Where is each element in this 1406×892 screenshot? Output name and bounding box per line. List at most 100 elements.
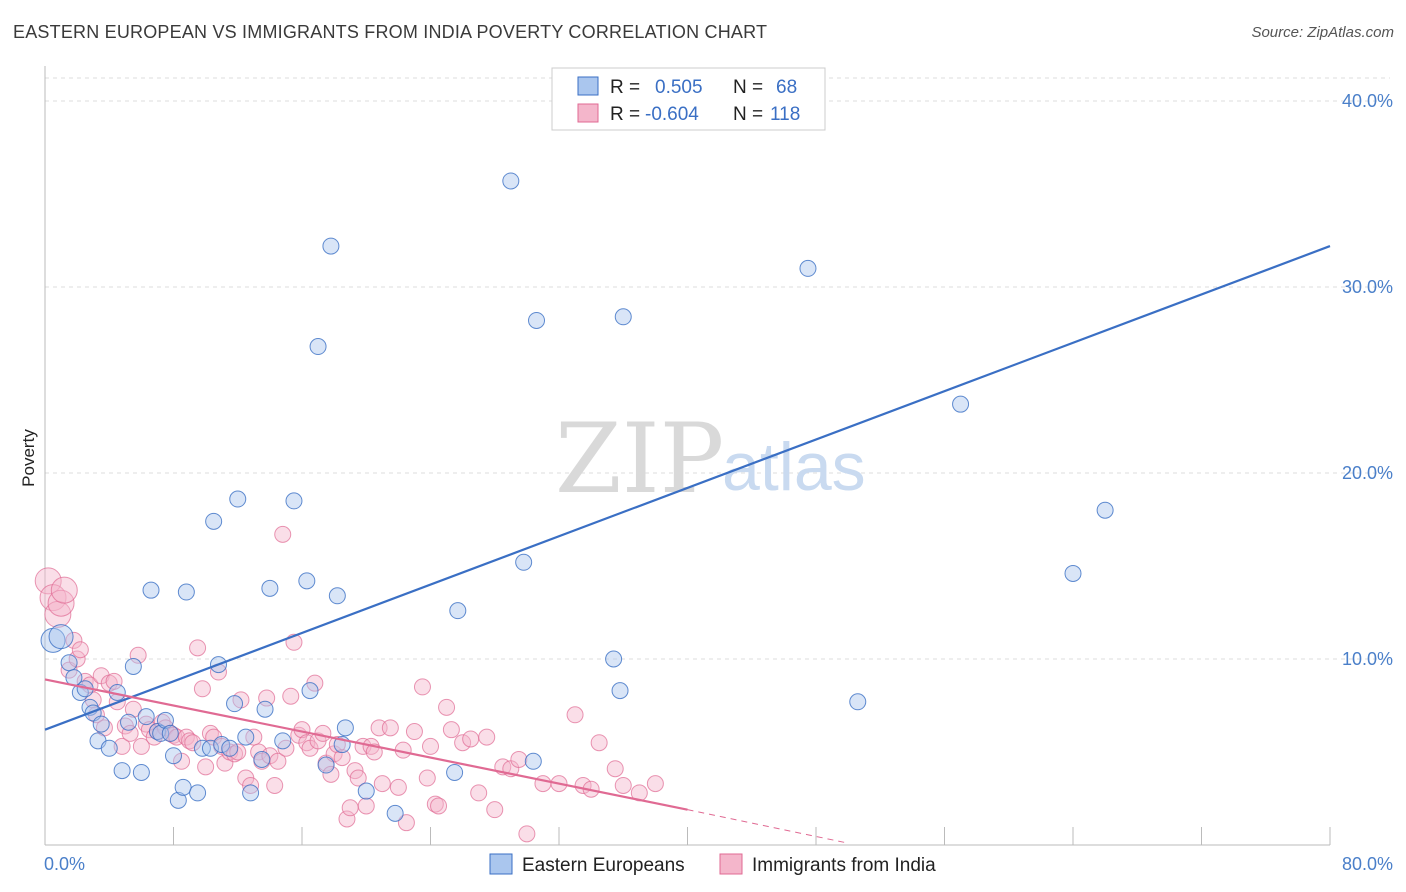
eastern-point xyxy=(142,581,160,599)
india-point xyxy=(405,723,423,741)
eastern-point xyxy=(161,724,179,742)
y-tick-label: 30.0% xyxy=(1342,277,1393,297)
eastern-point xyxy=(322,237,340,255)
india-point xyxy=(34,567,62,595)
india-point xyxy=(373,775,391,793)
india-point xyxy=(590,734,608,752)
india-point xyxy=(68,650,86,668)
legend-r-label-1: R = xyxy=(610,77,640,98)
eastern-point xyxy=(137,708,155,726)
eastern-point xyxy=(524,752,542,770)
india-point xyxy=(105,672,123,690)
eastern-point xyxy=(237,728,255,746)
series-india-points xyxy=(34,525,664,843)
y-tick-label: 10.0% xyxy=(1342,649,1393,669)
eastern-point xyxy=(298,572,316,590)
eastern-point xyxy=(100,739,118,757)
eastern-point xyxy=(261,579,279,597)
gridlines xyxy=(45,77,1390,660)
eastern-point xyxy=(113,762,131,780)
y-tick-label: 40.0% xyxy=(1342,91,1393,111)
eastern-point xyxy=(386,804,404,822)
eastern-point xyxy=(92,715,110,733)
eastern-point xyxy=(253,750,271,768)
india-point xyxy=(418,769,436,787)
bottom-legend-blue-swatch xyxy=(489,853,513,875)
eastern-point xyxy=(124,657,142,675)
bottom-legend-pink-swatch xyxy=(719,853,743,875)
legend-r-label-2: R = xyxy=(610,104,640,125)
eastern-point xyxy=(309,338,327,356)
eastern-point xyxy=(213,736,231,754)
eastern-point xyxy=(229,490,247,508)
india-trend-extension xyxy=(687,809,849,844)
bottom-legend: Eastern Europeans Immigrants from India xyxy=(489,853,936,876)
india-point xyxy=(442,721,460,739)
india-point xyxy=(349,769,367,787)
eastern-point xyxy=(174,778,192,796)
india-point xyxy=(338,810,356,828)
eastern-point xyxy=(849,693,867,711)
y-axis-label: Poverty xyxy=(19,429,38,487)
eastern-point xyxy=(120,713,138,731)
eastern-point xyxy=(189,784,207,802)
eastern-point xyxy=(165,747,182,765)
eastern-point xyxy=(177,583,195,601)
india-point xyxy=(606,760,624,778)
india-point xyxy=(322,765,340,783)
eastern-point xyxy=(317,756,335,774)
axes xyxy=(44,66,1331,846)
eastern-point xyxy=(285,492,303,510)
eastern-trend-line xyxy=(44,245,1331,731)
india-point xyxy=(229,743,247,761)
india-point xyxy=(197,758,215,776)
eastern-point xyxy=(1064,564,1082,582)
eastern-point xyxy=(357,782,375,800)
india-point xyxy=(462,730,480,748)
india-point xyxy=(614,776,632,794)
india-point xyxy=(129,646,147,664)
eastern-point xyxy=(201,739,219,757)
india-point xyxy=(470,784,488,802)
india-point xyxy=(193,680,211,698)
india-point xyxy=(646,775,664,793)
india-point xyxy=(454,734,472,752)
eastern-point xyxy=(952,395,970,413)
watermark: ZIP atlas xyxy=(555,403,866,515)
eastern-point xyxy=(328,587,346,605)
india-point xyxy=(478,728,496,746)
india-point xyxy=(389,778,407,796)
eastern-point xyxy=(221,739,239,757)
india-point xyxy=(113,737,131,755)
india-point xyxy=(132,737,150,755)
eastern-point xyxy=(132,763,150,781)
india-point xyxy=(510,750,528,768)
legend-blue-swatch xyxy=(577,76,599,96)
india-point xyxy=(357,797,375,815)
eastern-point xyxy=(242,784,260,802)
eastern-point xyxy=(528,311,546,329)
eastern-point xyxy=(60,654,78,672)
india-point xyxy=(430,797,448,815)
india-trend-line xyxy=(44,678,688,811)
trend-lines xyxy=(44,245,1331,844)
eastern-point xyxy=(515,553,533,571)
india-point xyxy=(413,678,431,696)
legend-n-value-1: 68 xyxy=(776,77,797,98)
eastern-point xyxy=(446,763,464,781)
eastern-point xyxy=(301,682,319,700)
eastern-point xyxy=(256,700,274,718)
india-point xyxy=(438,698,456,716)
india-point xyxy=(397,814,415,832)
india-point xyxy=(124,700,142,718)
india-point xyxy=(282,687,300,705)
eastern-point xyxy=(614,308,632,326)
india-point xyxy=(314,724,332,742)
eastern-point xyxy=(226,695,244,713)
legend-n-value-2: 118 xyxy=(770,104,800,125)
tick-labels: 10.0% 20.0% 30.0% 40.0% 0.0% 80.0% xyxy=(44,91,1393,874)
eastern-point xyxy=(502,172,520,190)
watermark-zip: ZIP xyxy=(555,403,724,515)
series-eastern-points xyxy=(40,94,1114,822)
